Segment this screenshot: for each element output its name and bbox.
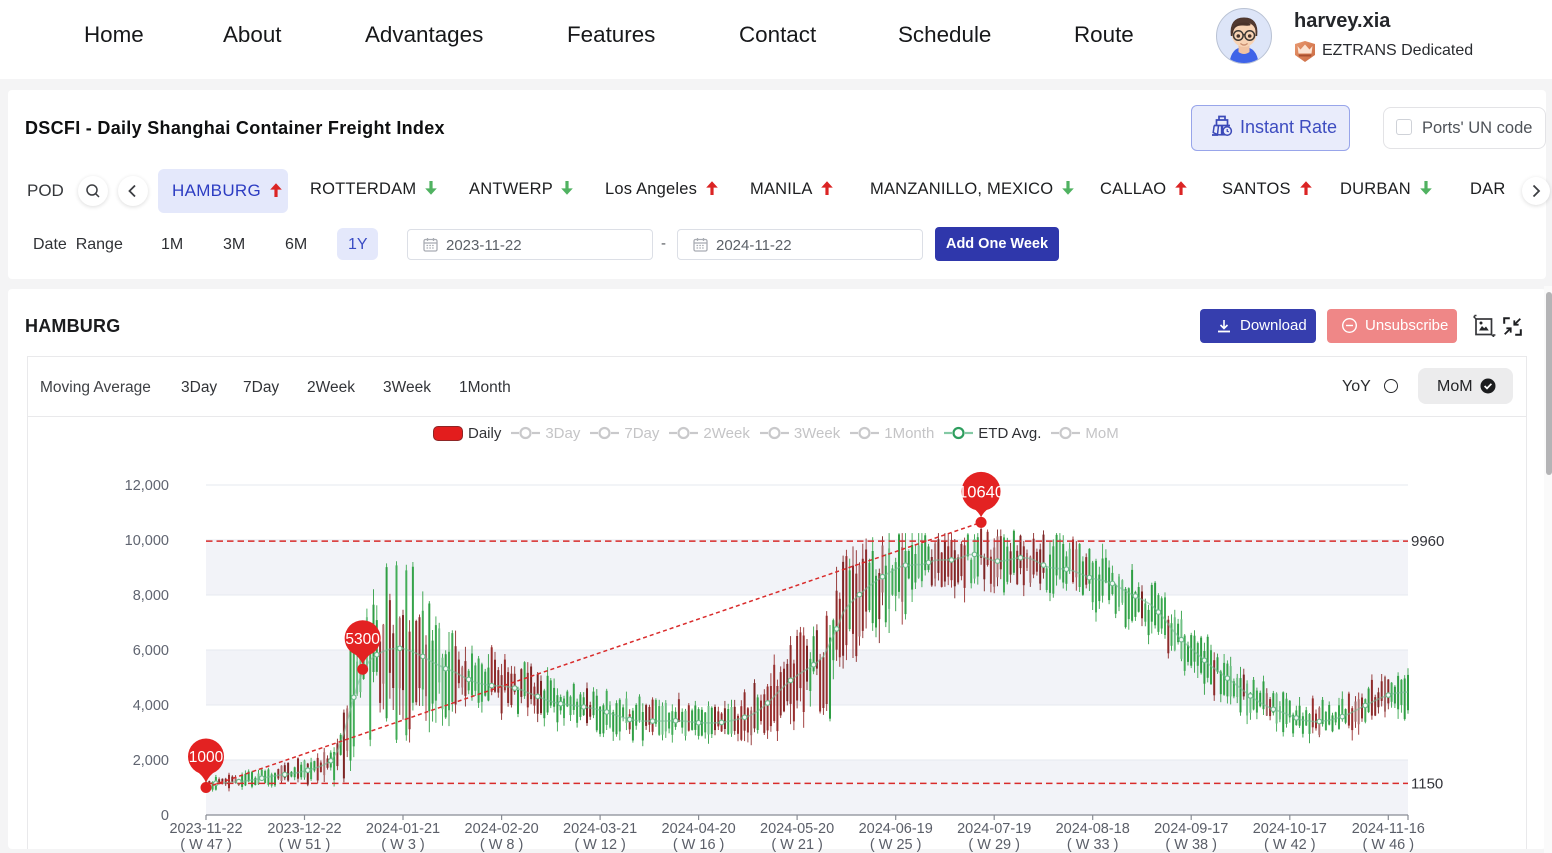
svg-text:( W 33 ): ( W 33 ): [1067, 837, 1119, 853]
svg-text:( W 47 ): ( W 47 ): [180, 837, 232, 853]
svg-text:2024-10-17: 2024-10-17: [1253, 821, 1327, 837]
svg-text:1150: 1150: [1411, 775, 1443, 792]
svg-text:2023-11-22: 2023-11-22: [169, 821, 242, 837]
svg-text:2024-09-17: 2024-09-17: [1154, 821, 1228, 837]
svg-text:12,000: 12,000: [125, 478, 169, 494]
svg-text:2024-02-20: 2024-02-20: [465, 821, 539, 837]
svg-text:( W 25 ): ( W 25 ): [870, 837, 922, 853]
svg-text:( W 8 ): ( W 8 ): [480, 837, 524, 853]
svg-text:( W 46 ): ( W 46 ): [1363, 837, 1415, 853]
svg-text:2024-05-20: 2024-05-20: [760, 821, 834, 837]
svg-text:( W 29 ): ( W 29 ): [968, 837, 1020, 853]
svg-text:2024-04-20: 2024-04-20: [662, 821, 736, 837]
svg-text:( W 42 ): ( W 42 ): [1264, 837, 1316, 853]
svg-text:( W 51 ): ( W 51 ): [279, 837, 331, 853]
svg-text:2024-03-21: 2024-03-21: [563, 821, 637, 837]
svg-text:2,000: 2,000: [133, 753, 169, 769]
svg-text:6,000: 6,000: [133, 643, 169, 659]
svg-text:2024-08-18: 2024-08-18: [1056, 821, 1130, 837]
svg-text:10,000: 10,000: [125, 533, 169, 549]
svg-text:( W 16 ): ( W 16 ): [673, 837, 725, 853]
svg-text:10640: 10640: [958, 483, 1004, 501]
svg-text:2024-06-19: 2024-06-19: [859, 821, 933, 837]
svg-text:8,000: 8,000: [133, 588, 169, 604]
svg-text:2023-12-22: 2023-12-22: [267, 821, 341, 837]
svg-text:2024-11-16: 2024-11-16: [1352, 821, 1425, 837]
svg-text:9960: 9960: [1411, 533, 1444, 550]
svg-text:( W 12 ): ( W 12 ): [574, 837, 626, 853]
svg-text:( W 38 ): ( W 38 ): [1165, 837, 1217, 853]
svg-text:0: 0: [161, 808, 169, 824]
svg-text:1000: 1000: [189, 749, 224, 766]
svg-text:( W 21 ): ( W 21 ): [771, 837, 823, 853]
svg-text:2024-07-19: 2024-07-19: [957, 821, 1031, 837]
svg-text:2024-01-21: 2024-01-21: [366, 821, 440, 837]
svg-text:( W 3 ): ( W 3 ): [381, 837, 425, 853]
svg-text:5300: 5300: [345, 631, 380, 648]
svg-text:4,000: 4,000: [133, 698, 169, 714]
